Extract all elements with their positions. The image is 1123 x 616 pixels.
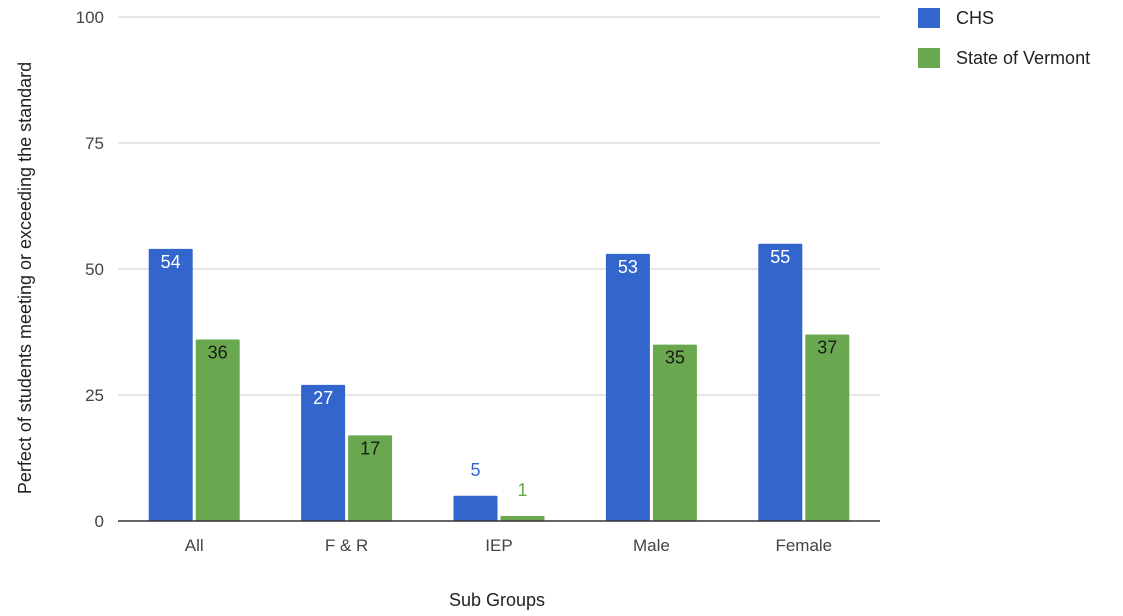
bar-state-of-vermont-male	[652, 344, 697, 521]
legend-swatch	[918, 8, 940, 28]
y-tick-label: 25	[85, 386, 104, 405]
x-tick-label: IEP	[485, 536, 512, 555]
x-tick-label: Female	[775, 536, 832, 555]
data-label: 17	[360, 438, 380, 458]
data-label: 1	[517, 480, 527, 500]
bars	[148, 243, 850, 522]
data-label: 55	[770, 247, 790, 267]
data-labels: 54 36 27 17 5 1 53 35 55 37	[161, 247, 838, 500]
bar-state-of-vermont-iep	[500, 515, 545, 521]
bar-chs-male	[605, 253, 650, 521]
x-tick-label: All	[185, 536, 204, 555]
bar-chs-female	[758, 243, 803, 522]
y-tick-label: 100	[76, 8, 104, 27]
y-tick-label: 75	[85, 134, 104, 153]
x-tick-label: Male	[633, 536, 670, 555]
data-label: 5	[470, 460, 480, 480]
legend-label: CHS	[956, 8, 994, 28]
y-tick-label: 0	[95, 512, 104, 531]
y-axis-title: Perfect of students meeting or exceeding…	[15, 62, 35, 494]
gridlines	[118, 16, 880, 396]
legend: CHS State of Vermont	[918, 8, 1090, 68]
data-label: 37	[817, 338, 837, 358]
bar-state-of-vermont-all	[195, 339, 240, 521]
x-tick-label: F & R	[325, 536, 368, 555]
bar-state-of-vermont-f-r	[348, 435, 393, 521]
legend-swatch	[918, 48, 940, 68]
bar-chs-iep	[453, 495, 498, 521]
y-axis-ticks: 0 25 50 75 100	[76, 8, 104, 531]
y-tick-label: 50	[85, 260, 104, 279]
bar-state-of-vermont-female	[805, 334, 850, 521]
data-label: 36	[208, 343, 228, 363]
legend-label: State of Vermont	[956, 48, 1090, 68]
data-label: 27	[313, 388, 333, 408]
x-axis-ticks: All F & R IEP Male Female	[185, 536, 832, 555]
data-label: 35	[665, 348, 685, 368]
x-axis-title: Sub Groups	[449, 590, 545, 610]
data-label: 53	[618, 257, 638, 277]
bar-chs-all	[148, 248, 193, 521]
data-label: 54	[161, 252, 181, 272]
bar-chs-f-r	[301, 384, 346, 521]
